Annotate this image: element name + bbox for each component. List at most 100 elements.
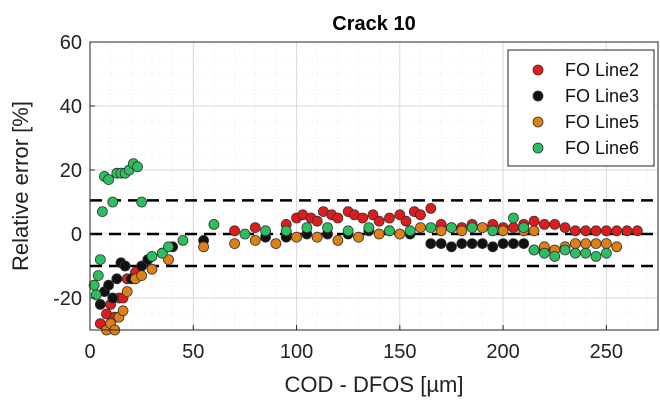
data-point-series-4 xyxy=(528,244,540,256)
x-tick-label: 150 xyxy=(383,341,416,363)
data-point-series-1 xyxy=(611,225,623,237)
data-point-series-3 xyxy=(353,231,364,243)
data-point-series-4 xyxy=(280,225,292,237)
data-point-series-4 xyxy=(487,225,499,237)
data-point-series-4 xyxy=(466,222,478,234)
data-point-series-1 xyxy=(631,225,643,237)
data-point-series-4 xyxy=(425,222,437,234)
data-point-series-4 xyxy=(146,250,158,262)
chart-title: Crack 10 xyxy=(332,13,415,35)
data-point-series-3 xyxy=(332,234,344,246)
data-point-series-4 xyxy=(132,161,143,173)
data-point-series-4 xyxy=(208,218,220,230)
data-point-series-3 xyxy=(311,231,323,243)
x-tick-label: 0 xyxy=(84,341,95,363)
data-point-series-2 xyxy=(497,238,509,250)
data-point-series-4 xyxy=(163,241,174,253)
legend-marker xyxy=(532,142,544,154)
data-point-series-1 xyxy=(357,212,369,224)
data-point-series-4 xyxy=(239,228,251,240)
legend-box xyxy=(507,49,655,167)
y-tick-label: 0 xyxy=(71,224,82,246)
data-point-series-2 xyxy=(94,298,106,310)
data-point-series-1 xyxy=(600,225,612,237)
legend-label: FO Line5 xyxy=(565,112,639,132)
data-point-series-2 xyxy=(435,238,447,250)
data-point-series-4 xyxy=(342,225,354,237)
data-point-series-1 xyxy=(580,225,592,237)
data-point-series-4 xyxy=(260,225,271,237)
data-point-series-3 xyxy=(117,305,129,317)
data-point-series-2 xyxy=(446,241,457,253)
x-tick-label: 100 xyxy=(280,341,313,363)
y-tick-label: -20 xyxy=(53,288,82,310)
data-point-series-1 xyxy=(415,209,426,221)
data-point-series-4 xyxy=(88,279,100,291)
data-point-series-3 xyxy=(291,231,302,243)
data-point-series-1 xyxy=(400,215,412,227)
data-point-series-4 xyxy=(177,234,189,246)
data-point-series-4 xyxy=(600,247,612,259)
data-point-series-3 xyxy=(373,228,385,240)
data-point-series-3 xyxy=(394,228,406,240)
data-point-series-4 xyxy=(539,247,550,259)
data-point-series-1 xyxy=(384,212,395,224)
data-point-series-4 xyxy=(94,254,106,266)
data-point-series-1 xyxy=(311,215,323,227)
data-point-series-4 xyxy=(96,206,108,218)
data-point-series-2 xyxy=(466,238,478,250)
data-point-series-1 xyxy=(539,218,550,230)
data-point-series-3 xyxy=(477,222,488,234)
data-point-series-2 xyxy=(107,292,119,304)
x-tick-label: 200 xyxy=(486,341,519,363)
data-point-series-2 xyxy=(111,273,123,285)
data-point-series-1 xyxy=(508,222,519,234)
legend-marker xyxy=(532,116,544,128)
data-point-series-4 xyxy=(580,247,592,259)
data-point-series-4 xyxy=(92,270,104,282)
data-point-series-4 xyxy=(508,212,519,224)
data-point-series-3 xyxy=(600,238,612,250)
data-point-series-3 xyxy=(136,270,148,282)
data-point-series-2 xyxy=(508,238,519,250)
data-point-series-3 xyxy=(497,225,509,237)
data-point-series-3 xyxy=(456,225,468,237)
legend: FO Line2 FO Line3 FO Line5 FO Line6 xyxy=(507,49,655,167)
data-point-series-4 xyxy=(384,225,395,237)
x-axis-label: COD - DFOS [µm] xyxy=(285,372,464,397)
data-point-series-3 xyxy=(121,286,133,298)
data-point-series-4 xyxy=(90,289,102,301)
data-point-series-3 xyxy=(569,238,581,250)
data-point-series-1 xyxy=(528,215,540,227)
y-axis-label: Relative error [%] xyxy=(8,101,33,271)
y-tick-label: 40 xyxy=(60,96,82,118)
data-point-series-4 xyxy=(404,225,416,237)
tick-labels: 0 50 100 150 200 250 -20 0 20 40 60 xyxy=(53,32,623,363)
data-point-series-4 xyxy=(569,247,581,259)
data-point-series-4 xyxy=(107,196,119,208)
grid xyxy=(90,42,658,330)
data-point-series-1 xyxy=(249,222,261,234)
data-point-series-4 xyxy=(559,244,571,256)
data-point-series-1 xyxy=(549,218,561,230)
data-point-series-2 xyxy=(119,260,131,272)
data-point-series-4 xyxy=(549,250,561,262)
data-point-series-3 xyxy=(580,238,592,250)
data-point-series-3 xyxy=(415,222,426,234)
data-point-series-1 xyxy=(373,215,385,227)
legend-label: FO Line2 xyxy=(565,60,639,80)
data-point-series-2 xyxy=(477,238,488,250)
data-point-series-1 xyxy=(621,225,633,237)
data-point-series-3 xyxy=(590,238,602,250)
data-point-series-4 xyxy=(363,222,375,234)
data-point-series-1 xyxy=(332,212,344,224)
data-point-series-4 xyxy=(590,250,602,262)
data-point-series-3 xyxy=(528,225,540,237)
data-point-series-3 xyxy=(611,241,623,253)
legend-marker xyxy=(532,64,544,76)
legend-marker xyxy=(532,90,544,102)
data-point-series-3 xyxy=(435,225,447,237)
data-point-series-3 xyxy=(198,241,210,253)
data-point-series-4 xyxy=(301,222,313,234)
data-point-series-4 xyxy=(518,222,530,234)
